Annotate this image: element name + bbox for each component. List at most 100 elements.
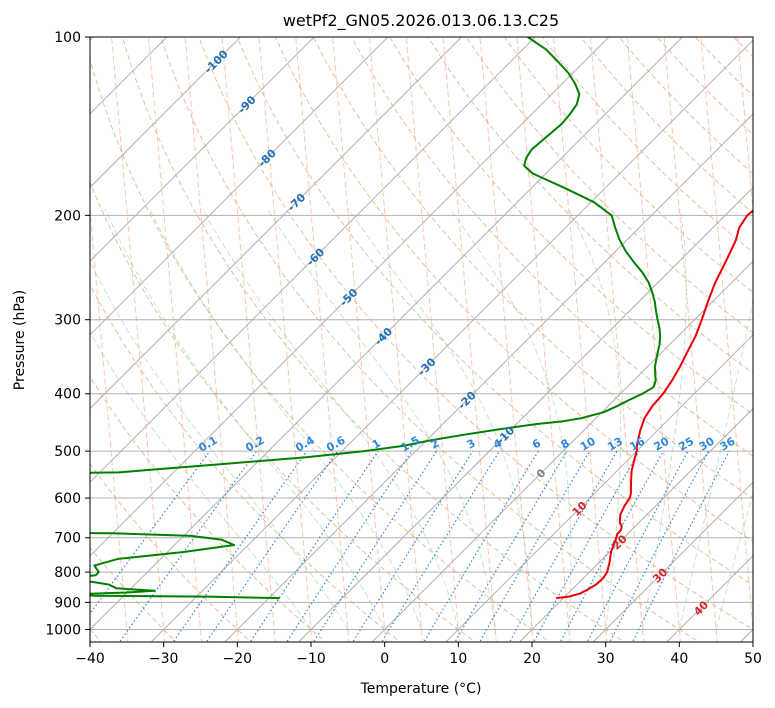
mixing-ratio-line bbox=[249, 450, 379, 642]
mixing-ratio-line bbox=[380, 450, 501, 642]
isotherm-line bbox=[90, 37, 463, 410]
mixing-ratio-line bbox=[609, 450, 710, 642]
y-tick-label: 800 bbox=[54, 565, 81, 581]
isotherm-line bbox=[592, 481, 753, 642]
isotherm-line bbox=[445, 334, 753, 642]
dry-adiabat bbox=[198, 37, 753, 631]
dewpoint-line bbox=[90, 37, 662, 600]
dry-adiabat bbox=[772, 37, 775, 645]
dry-adiabat bbox=[121, 37, 626, 642]
sloped-dashed-line bbox=[479, 37, 534, 642]
dry-adiabat bbox=[427, 37, 753, 374]
mixing-ratio-line bbox=[286, 450, 413, 642]
moist-adiabat bbox=[567, 208, 622, 630]
dry-adiabat bbox=[90, 546, 177, 642]
dry-adiabat bbox=[274, 37, 753, 542]
y-tick-label: 500 bbox=[54, 444, 81, 460]
isotherm-line bbox=[90, 37, 389, 336]
sloped-dashed-line bbox=[221, 37, 276, 642]
isotherm-line bbox=[224, 113, 753, 642]
moist-adiabat bbox=[202, 208, 459, 630]
x-tick-label: −30 bbox=[149, 651, 179, 667]
profile-lines bbox=[90, 37, 753, 600]
isotherm-line bbox=[90, 37, 242, 189]
sloped-dashed-line bbox=[663, 37, 718, 642]
isotherm-line bbox=[90, 37, 536, 483]
isotherm-line bbox=[518, 407, 753, 642]
sloped-dashed-line bbox=[368, 37, 424, 642]
isotherm-line bbox=[371, 260, 753, 642]
moist-adiabat bbox=[149, 208, 422, 630]
y-tick-label: 1000 bbox=[45, 623, 81, 639]
y-tick-label: 900 bbox=[54, 595, 81, 611]
mixing-ratio-line bbox=[352, 450, 474, 642]
mixing-ratio-line bbox=[454, 450, 568, 642]
mixing-ratio-line bbox=[312, 450, 438, 642]
x-tick-label: −20 bbox=[223, 651, 253, 667]
moist-adiabat bbox=[104, 208, 386, 630]
dry-adiabat bbox=[90, 57, 551, 642]
y-axis: 100 200 300 400 500 600 700 800 900 1000 bbox=[45, 30, 90, 639]
dry-adiabat bbox=[351, 37, 753, 457]
plot-frame bbox=[89, 36, 754, 643]
moist-adiabat bbox=[347, 208, 533, 630]
isotherm-line bbox=[90, 37, 610, 557]
y-tick-label: 300 bbox=[54, 313, 81, 329]
x-tick-label: 30 bbox=[597, 651, 615, 667]
dry-adiabat bbox=[90, 376, 327, 642]
x-tick-label: 0 bbox=[380, 651, 389, 667]
x-tick-label: −40 bbox=[75, 651, 105, 667]
x-tick-label: 40 bbox=[670, 651, 688, 667]
sloped-dashed-line bbox=[295, 37, 350, 642]
chart-title: wetPf2_GN05.2026.013.06.13.C25 bbox=[283, 11, 559, 31]
moist-adiabat bbox=[715, 491, 753, 630]
sloped-dashed-line bbox=[184, 37, 239, 642]
sloped-dashed-line bbox=[147, 37, 203, 642]
sloped-dashed-line bbox=[553, 37, 608, 642]
x-tick-label: 20 bbox=[523, 651, 541, 667]
mixing-ratio-line bbox=[559, 450, 664, 642]
moist-adiabat bbox=[266, 208, 496, 630]
dry-adiabat bbox=[90, 462, 252, 642]
x-tick-label: 10 bbox=[449, 651, 467, 667]
sloped-dashed-line bbox=[332, 37, 387, 642]
dry-adiabat bbox=[465, 37, 753, 334]
x-tick-label: −10 bbox=[296, 651, 326, 667]
background-lines bbox=[90, 37, 775, 645]
y-tick-label: 600 bbox=[54, 491, 81, 507]
mixing-ratio-line bbox=[90, 450, 211, 615]
isotherm-line bbox=[90, 37, 315, 262]
mixing-ratio-line bbox=[586, 450, 689, 642]
isotherm-line bbox=[150, 39, 753, 642]
mixing-ratio-line bbox=[172, 450, 308, 642]
sloped-dashed-line bbox=[90, 624, 92, 642]
sloped-dashed-line bbox=[405, 37, 460, 642]
isotherm-line bbox=[297, 186, 753, 642]
mixing-ratio-line bbox=[118, 450, 258, 642]
sloped-dashed-line bbox=[516, 37, 571, 642]
x-tick-label: 50 bbox=[744, 651, 762, 667]
temperature-line bbox=[555, 209, 753, 600]
x-axis: −40 −30 −20 −10 0 10 20 30 40 50 bbox=[75, 642, 762, 667]
moist-adiabat bbox=[642, 208, 687, 630]
moist-adiabat bbox=[90, 330, 312, 630]
moist-adiabat bbox=[449, 208, 572, 630]
plot-background bbox=[90, 37, 753, 642]
dry-adiabat bbox=[90, 181, 476, 642]
sloped-dashed-line bbox=[700, 37, 753, 636]
moist-adiabat bbox=[90, 260, 349, 630]
isotherm-line bbox=[90, 37, 684, 631]
plot-area: -100-90-80-70-60-50-40-30-20-10010203040… bbox=[89, 36, 775, 645]
mixing-ratio-line bbox=[205, 450, 339, 642]
y-axis-title: Pressure (hPa) bbox=[12, 290, 28, 390]
y-tick-label: 700 bbox=[54, 531, 81, 547]
dry-adiabat bbox=[90, 283, 401, 642]
sloped-dashed-line bbox=[442, 37, 497, 642]
y-tick-label: 400 bbox=[54, 387, 81, 403]
sloped-dashed-line bbox=[111, 37, 166, 642]
sloped-dashed-line bbox=[90, 204, 129, 642]
sloped-dashed-line bbox=[258, 37, 313, 642]
y-tick-label: 100 bbox=[54, 30, 81, 46]
y-tick-label: 200 bbox=[54, 208, 81, 224]
